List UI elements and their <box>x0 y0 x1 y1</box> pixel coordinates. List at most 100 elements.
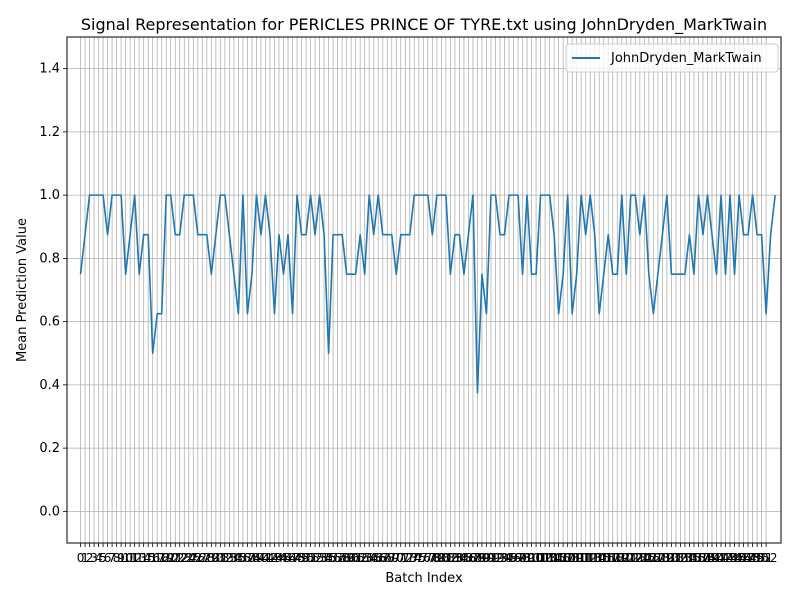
x-tick-label: 94 <box>497 551 512 565</box>
x-tick-label: 142 <box>710 551 733 565</box>
x-tick-label: 124 <box>628 551 651 565</box>
x-tick-label: 26 <box>190 551 205 565</box>
x-tick-label: 147 <box>732 551 755 565</box>
x-tick-label: 59 <box>339 551 354 565</box>
x-tick-label: 3 <box>90 551 98 565</box>
x-tick-label: 82 <box>443 551 458 565</box>
x-tick-label: 99 <box>519 551 534 565</box>
x-tick-label: 28 <box>199 551 214 565</box>
x-tick-label: 80 <box>434 551 449 565</box>
x-tick-label: 104 <box>538 551 561 565</box>
x-tick-label: 86 <box>461 551 476 565</box>
x-tick-label: 61 <box>348 551 363 565</box>
x-tick-label: 39 <box>249 551 264 565</box>
x-tick-label: 113 <box>579 551 602 565</box>
series-layer <box>79 194 776 394</box>
x-tick-label: 10 <box>118 551 133 565</box>
x-tick-label: 134 <box>673 551 696 565</box>
x-tick-label: 127 <box>642 551 665 565</box>
x-tick-label: 137 <box>687 551 710 565</box>
x-tick-label: 108 <box>556 551 579 565</box>
x-tick-label: 106 <box>547 551 570 565</box>
x-tick-label: 126 <box>637 551 660 565</box>
x-tick-label: 49 <box>294 551 309 565</box>
x-tick-label: 144 <box>719 551 742 565</box>
x-tick-label: 139 <box>696 551 719 565</box>
x-tick-label: 123 <box>624 551 647 565</box>
x-tick-label: 100 <box>520 551 543 565</box>
x-tick-label: 9 <box>117 551 125 565</box>
x-tick-label: 90 <box>479 551 494 565</box>
x-tick-label: 151 <box>750 551 773 565</box>
x-tick-label: 22 <box>172 551 187 565</box>
x-tick-label: 132 <box>664 551 687 565</box>
x-tick-label: 58 <box>334 551 349 565</box>
x-tick-label: 110 <box>565 551 588 565</box>
x-tick-label: 120 <box>610 551 633 565</box>
x-tick-label: 84 <box>452 551 467 565</box>
x-tick-label: 114 <box>583 551 606 565</box>
x-tick-label: 103 <box>534 551 557 565</box>
x-tick-label: 27 <box>195 551 210 565</box>
x-tick-label: 91 <box>483 551 498 565</box>
x-tick-label: 102 <box>529 551 552 565</box>
x-axis-label: Batch Index <box>385 571 463 586</box>
x-tick-label: 116 <box>592 551 615 565</box>
x-tick-label: 107 <box>552 551 575 565</box>
x-tick-label: 18 <box>154 551 169 565</box>
x-tick-label: 81 <box>438 551 453 565</box>
x-tick-label: 83 <box>447 551 462 565</box>
series-line <box>79 194 776 394</box>
y-tick-label: 0.8 <box>39 251 60 266</box>
x-grid <box>80 37 767 543</box>
x-tick-label: 70 <box>389 551 404 565</box>
x-tick-label: 109 <box>561 551 584 565</box>
x-tick-label: 128 <box>646 551 669 565</box>
x-tick-label: 146 <box>728 551 751 565</box>
legend-box <box>565 43 779 73</box>
x-tick-label: 56 <box>325 551 340 565</box>
legend: JohnDryden_MarkTwain <box>565 43 779 73</box>
x-tick-label: 44 <box>271 551 286 565</box>
x-tick-label: 74 <box>407 551 422 565</box>
x-tick-label: 150 <box>746 551 769 565</box>
x-tick-label: 87 <box>465 551 480 565</box>
x-tick-label: 105 <box>543 551 566 565</box>
x-tick-label: 93 <box>492 551 507 565</box>
x-tick-label: 42 <box>262 551 277 565</box>
x-tick-label: 101 <box>525 551 548 565</box>
x-tick-label: 45 <box>276 551 291 565</box>
x-tick-label: 122 <box>619 551 642 565</box>
x-tick-label: 125 <box>633 551 656 565</box>
x-tick-label: 76 <box>416 551 431 565</box>
x-tick-label: 79 <box>429 551 444 565</box>
x-tick-label: 143 <box>714 551 737 565</box>
x-tick-label: 145 <box>723 551 746 565</box>
y-tick-label: 1.2 <box>39 125 60 140</box>
x-tick-label: 92 <box>488 551 503 565</box>
x-tick-label: 4 <box>95 551 103 565</box>
x-tick-label: 34 <box>226 551 241 565</box>
x-tick-label: 71 <box>393 551 408 565</box>
x-tick-label: 52 <box>307 551 322 565</box>
x-tick-label: 16 <box>145 551 160 565</box>
x-tick-label: 11 <box>123 551 138 565</box>
x-tick-label: 67 <box>375 551 390 565</box>
x-tick-label: 98 <box>515 551 530 565</box>
x-tick-label: 48 <box>289 551 304 565</box>
x-tick-label: 36 <box>235 551 250 565</box>
x-tick-label: 64 <box>362 551 377 565</box>
x-tick-label: 88 <box>470 551 485 565</box>
x-tick-label: 53 <box>312 551 327 565</box>
x-tick-label: 54 <box>316 551 331 565</box>
x-tick-label: 60 <box>344 551 359 565</box>
x-tick-label: 66 <box>371 551 386 565</box>
y-tick-label: 0.0 <box>39 504 60 519</box>
y-tick-label: 0.4 <box>39 378 60 393</box>
y-tick-label: 1.0 <box>39 188 60 203</box>
x-tick-label: 73 <box>402 551 417 565</box>
x-tick-label: 130 <box>655 551 678 565</box>
x-tick-label: 21 <box>168 551 183 565</box>
x-tick-label: 68 <box>380 551 395 565</box>
